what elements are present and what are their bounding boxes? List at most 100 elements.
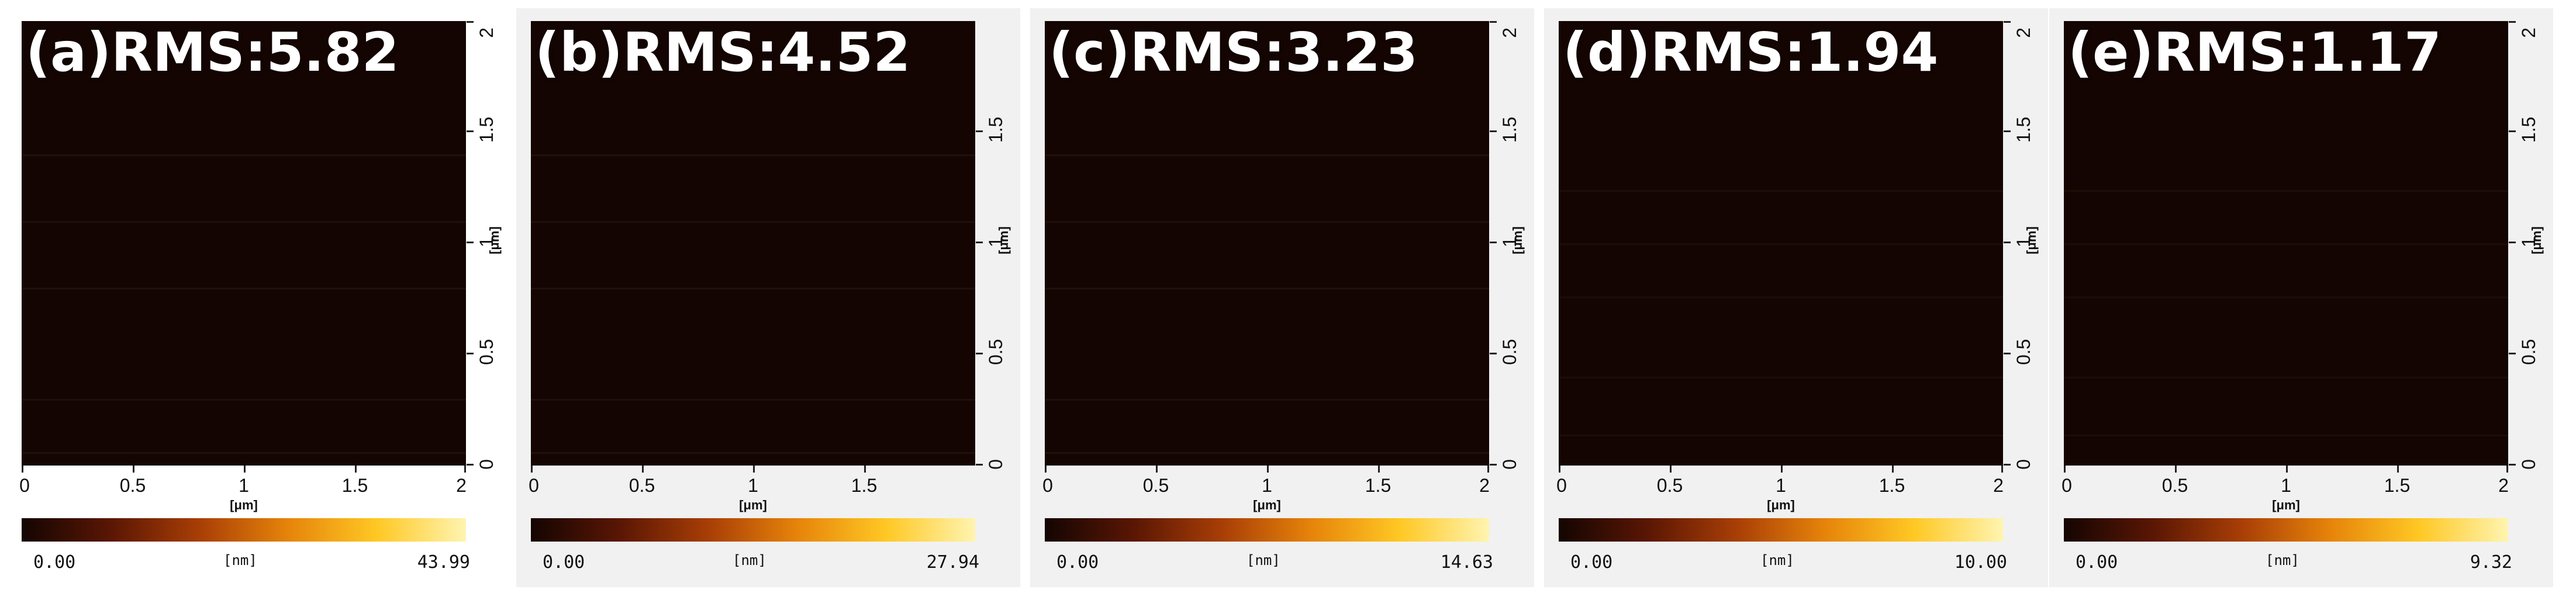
- x-tick: [464, 466, 466, 473]
- y-tick: [467, 242, 474, 243]
- colorbar-unit-label: [nm]: [1760, 552, 1794, 568]
- colorbar-min-label: 0.00: [1056, 552, 1099, 573]
- y-tick: [467, 353, 474, 354]
- y-tick-label: 0: [476, 459, 497, 470]
- y-tick: [2004, 21, 2011, 23]
- colorbar-min-label: 0.00: [543, 552, 585, 573]
- y-tick: [1490, 21, 1497, 23]
- x-tick-label: 2: [1479, 475, 1490, 496]
- x-tick-label: 0.5: [1656, 475, 1683, 496]
- afm-panel-d: (d)RMS:1.94 0 0.5 1 1.5 2 [μm] 0 0.5 1 1…: [1544, 8, 2048, 587]
- y-tick-label: 1.5: [1499, 116, 1520, 143]
- y-axis-c: 0 0.5 1 1.5 2 [μm]: [1490, 21, 1531, 470]
- x-tick: [864, 466, 866, 473]
- x-tick-label: 1.5: [1879, 475, 1905, 496]
- y-axis-unit: [μm]: [1510, 226, 1525, 254]
- height-texture: [531, 21, 975, 466]
- x-tick: [1559, 466, 1560, 473]
- y-tick: [2004, 130, 2011, 132]
- colorbar-unit-label: [nm]: [1246, 552, 1280, 568]
- height-texture: [1559, 21, 2003, 466]
- y-tick: [2509, 353, 2516, 354]
- y-tick-label: 0: [2013, 459, 2034, 470]
- x-tick-label: 0: [2062, 475, 2072, 496]
- y-axis-unit: [μm]: [2024, 226, 2039, 254]
- y-tick-label: 2: [2013, 27, 2034, 38]
- colorbar-max-label: 43.99: [417, 552, 470, 573]
- colorbar-min-label: 0.00: [2076, 552, 2118, 573]
- colorbar-min-label: 0.00: [33, 552, 76, 573]
- x-tick-label: 1: [1776, 475, 1786, 496]
- y-tick: [1490, 353, 1497, 354]
- x-tick-label: 0.5: [629, 475, 655, 496]
- y-tick-label: 2: [1499, 27, 1520, 38]
- x-tick-label: 2: [456, 475, 467, 496]
- y-axis-b: 0 0.5 1 1.5 [μm]: [976, 21, 1017, 470]
- y-tick: [976, 242, 983, 243]
- x-tick: [642, 466, 644, 473]
- rms-label-c: (c)RMS:3.23: [1049, 21, 1418, 84]
- height-texture: [2064, 21, 2508, 466]
- height-colorbar: [1559, 518, 2003, 542]
- x-tick: [133, 466, 134, 473]
- x-tick: [2397, 466, 2399, 473]
- y-tick-label: 1.5: [2013, 116, 2034, 143]
- y-tick: [467, 464, 474, 466]
- y-tick-label: 0.5: [2013, 339, 2034, 365]
- x-axis-unit: [μm]: [2272, 498, 2300, 512]
- y-tick-label: 1.5: [476, 116, 497, 143]
- x-tick: [1892, 466, 1894, 473]
- y-tick-label: 0: [985, 459, 1006, 470]
- colorbar-min-label: 0.00: [1570, 552, 1613, 573]
- x-tick-label: 0: [1042, 475, 1053, 496]
- x-tick-label: 0.5: [119, 475, 146, 496]
- colorbar-max-label: 14.63: [1440, 552, 1493, 573]
- y-tick-label: 0.5: [476, 339, 497, 365]
- x-axis-b: 0 0.5 1 1.5 [μm]: [529, 466, 975, 512]
- y-tick: [2509, 464, 2516, 466]
- y-tick: [976, 353, 983, 354]
- afm-height-map-e: [2064, 21, 2508, 466]
- afm-height-map-b: [531, 21, 975, 466]
- x-axis-e: 0 0.5 1 1.5 2 [μm]: [2062, 466, 2509, 512]
- x-tick: [1487, 466, 1489, 473]
- x-tick: [531, 466, 533, 473]
- rms-label-d: (d)RMS:1.94: [1563, 21, 1939, 84]
- y-axis-a: 0 0.5 1 1.5 2 [μm]: [467, 21, 507, 470]
- y-tick: [1490, 242, 1497, 243]
- y-tick-label: 0: [2518, 459, 2539, 470]
- x-tick: [2286, 466, 2288, 473]
- x-axis-unit: [μm]: [739, 498, 767, 512]
- x-tick: [1045, 466, 1047, 473]
- y-tick-label: 2: [2518, 27, 2539, 38]
- y-axis-unit: [μm]: [487, 226, 502, 254]
- x-tick-label: 2: [1993, 475, 2004, 496]
- x-tick: [355, 466, 357, 473]
- x-axis-unit: [μm]: [1767, 498, 1795, 512]
- x-tick-label: 1.5: [1365, 475, 1391, 496]
- y-tick: [2004, 464, 2011, 466]
- x-tick-label: 1.5: [2384, 475, 2411, 496]
- y-tick: [2509, 21, 2516, 23]
- y-tick: [2509, 242, 2516, 243]
- x-axis-d: 0 0.5 1 1.5 2 [μm]: [1556, 466, 2004, 512]
- x-axis-unit: [μm]: [230, 498, 258, 512]
- rms-label-b: (b)RMS:4.52: [535, 21, 911, 84]
- x-axis-unit: [μm]: [1253, 498, 1281, 512]
- x-tick-label: 0: [1556, 475, 1567, 496]
- x-tick: [2001, 466, 2003, 473]
- x-tick: [22, 466, 23, 473]
- y-tick: [2509, 130, 2516, 132]
- height-colorbar: [2064, 518, 2508, 542]
- x-tick-label: 0.5: [2161, 475, 2188, 496]
- x-tick-label: 1.5: [851, 475, 878, 496]
- x-tick: [1156, 466, 1158, 473]
- x-tick-label: 1: [748, 475, 758, 496]
- y-axis-unit: [μm]: [2529, 226, 2544, 254]
- x-tick-label: 1: [1262, 475, 1272, 496]
- x-tick-label: 0: [19, 475, 30, 496]
- height-texture: [22, 21, 466, 466]
- x-tick: [1378, 466, 1380, 473]
- x-axis-a: 0 0.5 1 1.5 2 [μm]: [19, 466, 467, 512]
- colorbar-max-label: 10.00: [1954, 552, 2007, 573]
